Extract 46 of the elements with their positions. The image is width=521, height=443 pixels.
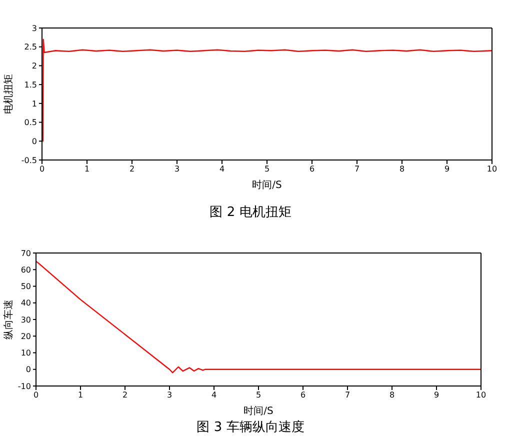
- y-axis-title: 纵向车速: [2, 300, 15, 340]
- x-tick-label: 8: [389, 390, 395, 400]
- x-tick-label: 5: [256, 390, 262, 400]
- x-tick-label: 3: [166, 390, 172, 400]
- y-tick-label: 2.5: [24, 42, 37, 52]
- x-tick-label: 3: [174, 164, 180, 174]
- y-tick-label: 70: [20, 248, 31, 258]
- x-tick-label: 4: [211, 390, 217, 400]
- x-tick-label: 9: [434, 390, 440, 400]
- x-tick-label: 1: [78, 390, 84, 400]
- y-tick-label: 2: [32, 62, 37, 71]
- x-tick-label: 4: [219, 164, 225, 174]
- text: 图 3 车辆纵向速度: [196, 419, 306, 436]
- y-axis-title: 电机扭矩: [2, 74, 15, 114]
- y-tick-label: 3: [32, 24, 37, 33]
- x-tick-label: 6: [309, 164, 315, 174]
- y-tick-label: 50: [20, 282, 31, 292]
- line-series: [42, 38, 492, 142]
- y-tick-label: 1.5: [24, 80, 37, 90]
- y-tick-label: -0.5: [21, 156, 37, 165]
- x-tick-label: 7: [354, 164, 360, 174]
- x-tick-label: 8: [399, 164, 405, 174]
- y-tick-label: 60: [20, 265, 31, 274]
- y-tick-label: 20: [20, 332, 31, 341]
- y-tick-label: 0: [32, 136, 37, 146]
- y-tick-label: 40: [20, 298, 31, 308]
- y-tick-label: 10: [20, 348, 31, 358]
- y-tick-label: 0.5: [24, 118, 37, 128]
- x-axis-title: 时间/S: [252, 179, 282, 191]
- x-tick-label: 6: [300, 390, 306, 400]
- x-tick-label: 5: [264, 164, 270, 174]
- x-tick-label: 9: [444, 164, 450, 174]
- y-tick-label: 30: [20, 315, 31, 324]
- x-tick-label: 10: [476, 390, 486, 400]
- y-tick-label: -10: [18, 382, 31, 391]
- x-tick-label: 10: [486, 164, 498, 174]
- y-tick-label: 1: [32, 99, 37, 108]
- x-tick-label: 7: [344, 390, 350, 400]
- line-series: [36, 260, 481, 374]
- y-tick-label: 0: [26, 365, 31, 374]
- x-tick-label: 2: [129, 164, 135, 174]
- x-tick-label: 2: [122, 390, 128, 400]
- x-tick-label: 1: [84, 164, 90, 174]
- x-axis-title: 时间/S: [244, 405, 274, 417]
- x-tick-label: 0: [39, 164, 45, 174]
- text: 图 2 电机扭矩: [208, 204, 292, 221]
